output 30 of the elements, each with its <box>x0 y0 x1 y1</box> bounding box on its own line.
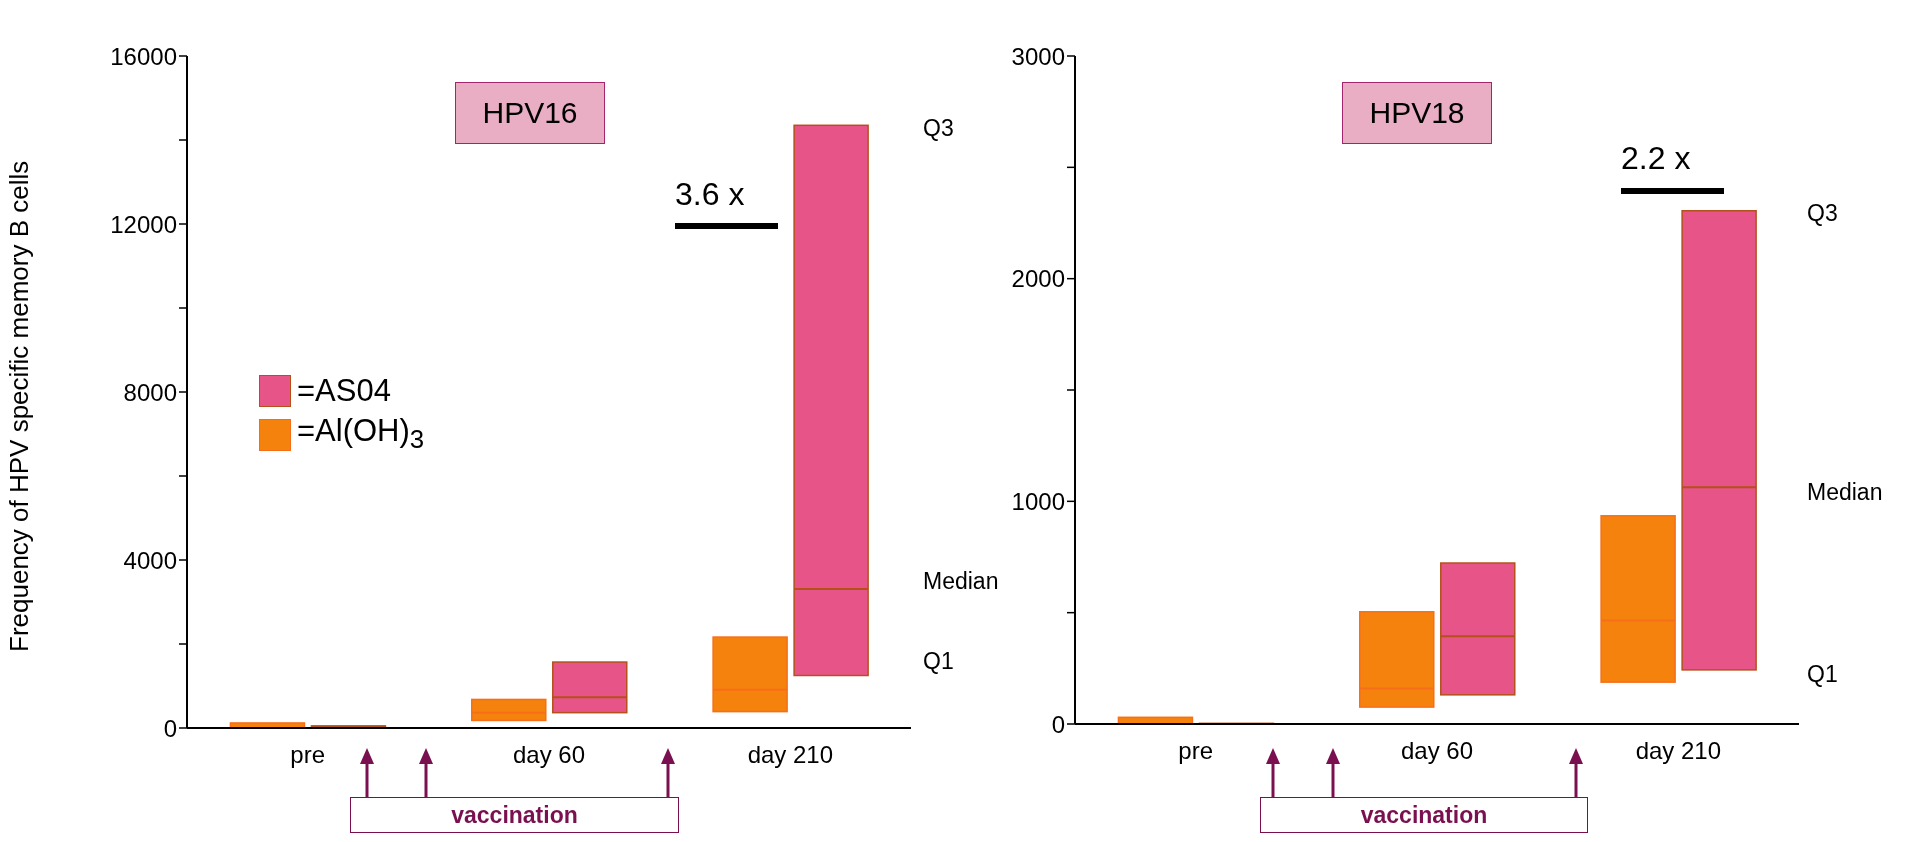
text: Q1 <box>923 648 954 675</box>
text: HPV18 <box>1342 82 1492 144</box>
text: Q3 <box>1807 200 1838 227</box>
legend-label: =AS04 <box>297 372 391 410</box>
y-tick-label: 4000 <box>123 546 177 574</box>
text: Q1 <box>1807 661 1838 688</box>
y-tick-label: 3000 <box>1011 42 1065 70</box>
legend-label: =Al(OH)$_{3}$ <box>297 412 425 456</box>
text: Median <box>923 568 999 595</box>
y-tick-label: 8000 <box>123 378 177 406</box>
x-tick-label: day 60 <box>1400 737 1474 765</box>
x-tick-label: day 210 <box>1635 737 1722 765</box>
y-tick-label: 12000 <box>110 210 177 238</box>
y-tick-label: 0 <box>1051 710 1065 738</box>
y-tick-label: 16000 <box>110 42 177 70</box>
y-tick-label: 2000 <box>1011 265 1065 293</box>
annotation: 3.6 x <box>675 176 745 213</box>
text: Median <box>1807 479 1883 506</box>
x-tick-label: pre <box>1178 737 1214 765</box>
text: vaccination <box>350 797 679 833</box>
y-axis-title: Frequency of HPV specific memory B cells <box>4 160 35 652</box>
text: vaccination <box>1260 797 1588 833</box>
text: Q3 <box>923 115 954 142</box>
x-tick-label: day 60 <box>512 741 586 769</box>
text: HPV16 <box>455 82 605 144</box>
x-tick-label: pre <box>290 741 326 769</box>
annotation: 2.2 x <box>1621 140 1691 177</box>
y-tick-label: 1000 <box>1011 487 1065 515</box>
y-tick-label: 0 <box>163 714 177 742</box>
x-tick-label: day 210 <box>747 741 834 769</box>
